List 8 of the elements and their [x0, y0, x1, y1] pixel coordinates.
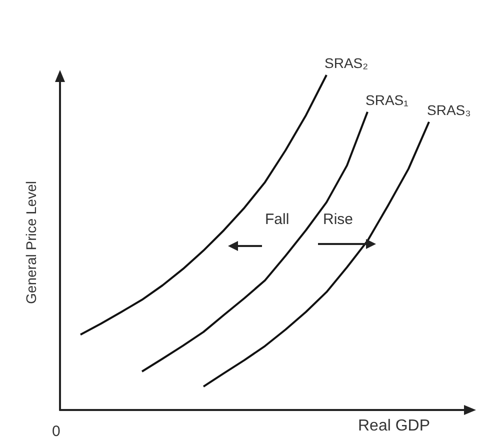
x-axis-title: Real GDP	[358, 418, 430, 434]
text: 0	[52, 423, 60, 440]
series-label: SRAS₃	[427, 102, 471, 118]
annotation: Fall	[265, 211, 290, 228]
series-label: SRAS₁	[366, 92, 409, 108]
y-axis-title: General Price Level	[23, 181, 39, 304]
series-label: SRAS₂	[324, 55, 368, 71]
annotation: Rise	[323, 211, 354, 228]
